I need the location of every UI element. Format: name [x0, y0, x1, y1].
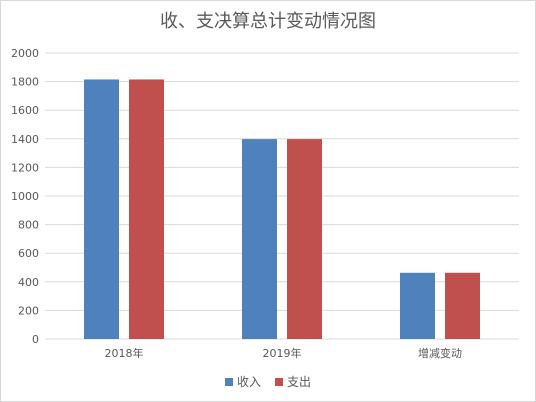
y-tick-label: 0 — [32, 333, 39, 346]
legend-item-expense: 支出 — [275, 373, 311, 390]
legend-label-expense: 支出 — [287, 375, 312, 389]
chart-title: 收、支决算总计变动情况图 — [160, 11, 376, 32]
gridlines — [45, 52, 519, 340]
y-tick-label: 1000 — [11, 190, 39, 203]
axes: 0 200 400 600 800 1000 1200 1400 1600 1800 2000 201… — [11, 47, 462, 360]
x-tick-label: 2018年 — [105, 346, 144, 360]
y-tick-label: 600 — [18, 247, 39, 260]
bar-expense-1 — [287, 139, 322, 339]
bar-income-0 — [84, 79, 119, 339]
bar-expense-2 — [445, 272, 480, 339]
x-tick-label: 2019年 — [263, 346, 302, 360]
legend-swatch-expense — [275, 377, 283, 386]
x-tick-label: 增减变动 — [418, 346, 462, 360]
y-tick-label: 2000 — [11, 47, 39, 60]
bar-income-2 — [400, 272, 435, 339]
y-tick-label: 800 — [18, 219, 39, 232]
y-tick-label: 1600 — [11, 104, 39, 117]
y-tick-label: 1800 — [11, 76, 39, 89]
bars — [84, 79, 480, 339]
legend: 收入 支出 — [1, 373, 535, 390]
y-tick-label: 1400 — [11, 133, 39, 146]
y-tick-label: 400 — [18, 276, 39, 289]
bar-income-1 — [242, 139, 277, 339]
y-tick-label: 200 — [18, 304, 39, 317]
bar-expense-0 — [129, 79, 164, 339]
legend-label-income: 收入 — [236, 375, 261, 389]
legend-item-income: 收入 — [224, 373, 261, 390]
legend-swatch-income — [224, 377, 233, 386]
y-tick-label: 1200 — [11, 161, 39, 174]
